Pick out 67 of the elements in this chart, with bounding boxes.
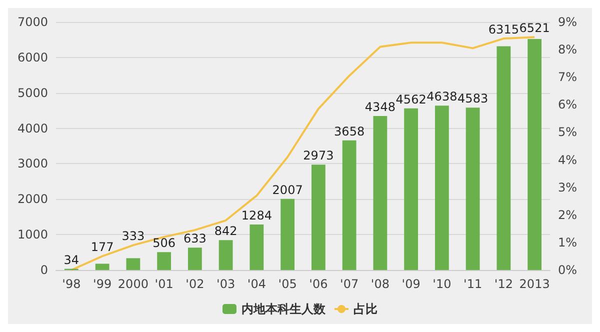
x-tick-label: '12 [494, 277, 513, 291]
y-tick-label: 1000 [17, 228, 48, 242]
data-label: 177 [90, 240, 114, 254]
y2-tick-label: 3% [558, 180, 578, 194]
y-tick-label: 4000 [17, 121, 48, 136]
data-label: 2973 [303, 148, 334, 163]
y-tick-label: 3000 [17, 156, 48, 171]
data-label: 506 [152, 236, 176, 250]
y2-tick-label: 9% [558, 15, 578, 29]
x-tick-label: '06 [309, 277, 328, 291]
x-tick-label: '03 [216, 277, 236, 291]
data-label: 6521 [519, 21, 550, 36]
data-label: 842 [214, 224, 238, 238]
x-tick-label: '01 [154, 277, 174, 291]
x-tick-label: '10 [432, 277, 452, 291]
x-tick-label: 2000 [118, 277, 148, 291]
y-tick-label: 0 [40, 263, 48, 277]
legend-label: 内地本科生人数 [242, 302, 326, 316]
bar [95, 264, 110, 270]
bar [126, 258, 140, 270]
y2-tick-label: 5% [558, 125, 578, 140]
data-label: 4348 [364, 100, 396, 114]
y2-tick-label: 7% [558, 70, 578, 84]
y-tick-label: 6000 [17, 50, 48, 64]
data-label: 2007 [272, 182, 303, 197]
x-tick-label: '07 [340, 277, 359, 291]
data-label: 4583 [458, 92, 488, 106]
x-tick-label: 2013 [519, 277, 550, 291]
data-label: 633 [183, 232, 206, 246]
x-tick-label: '11 [464, 277, 482, 291]
x-tick-label: '08 [370, 277, 390, 291]
data-label: 333 [122, 229, 145, 244]
bar [434, 106, 449, 270]
bar [466, 108, 480, 270]
bar [404, 108, 418, 270]
x-tick-label: '02 [186, 277, 204, 291]
bar [373, 116, 388, 270]
data-label: 3658 [334, 124, 365, 138]
data-label: 6315 [488, 22, 519, 37]
data-label: 1284 [241, 208, 272, 223]
bar [218, 240, 233, 270]
x-tick-label: '98 [62, 277, 81, 291]
bar [157, 252, 172, 270]
data-label: 4562 [396, 92, 426, 106]
y2-tick-label: 2% [558, 208, 578, 222]
bar [188, 248, 202, 270]
data-label: 4638 [426, 90, 458, 104]
y2-tick-label: 4% [558, 152, 578, 167]
y2-tick-label: 1% [558, 235, 578, 250]
x-tick-label: '99 [93, 277, 112, 291]
bar [496, 46, 511, 270]
x-tick-label: '04 [247, 277, 266, 291]
bar [342, 140, 356, 270]
x-tick-label: '09 [402, 277, 420, 291]
y2-tick-label: 8% [558, 42, 578, 57]
bar [311, 164, 326, 270]
y-tick-label: 7000 [17, 15, 48, 29]
y2-tick-label: 6% [558, 98, 578, 112]
legend-label: 占比 [354, 302, 378, 316]
data-label: 34 [64, 252, 80, 267]
x-tick-label: '05 [278, 277, 297, 291]
y-tick-label: 5000 [17, 86, 48, 100]
bar [528, 38, 542, 270]
bar [280, 198, 295, 270]
y2-tick-label: 0% [558, 263, 578, 277]
y-tick-label: 2000 [17, 192, 48, 206]
bar [250, 224, 264, 270]
